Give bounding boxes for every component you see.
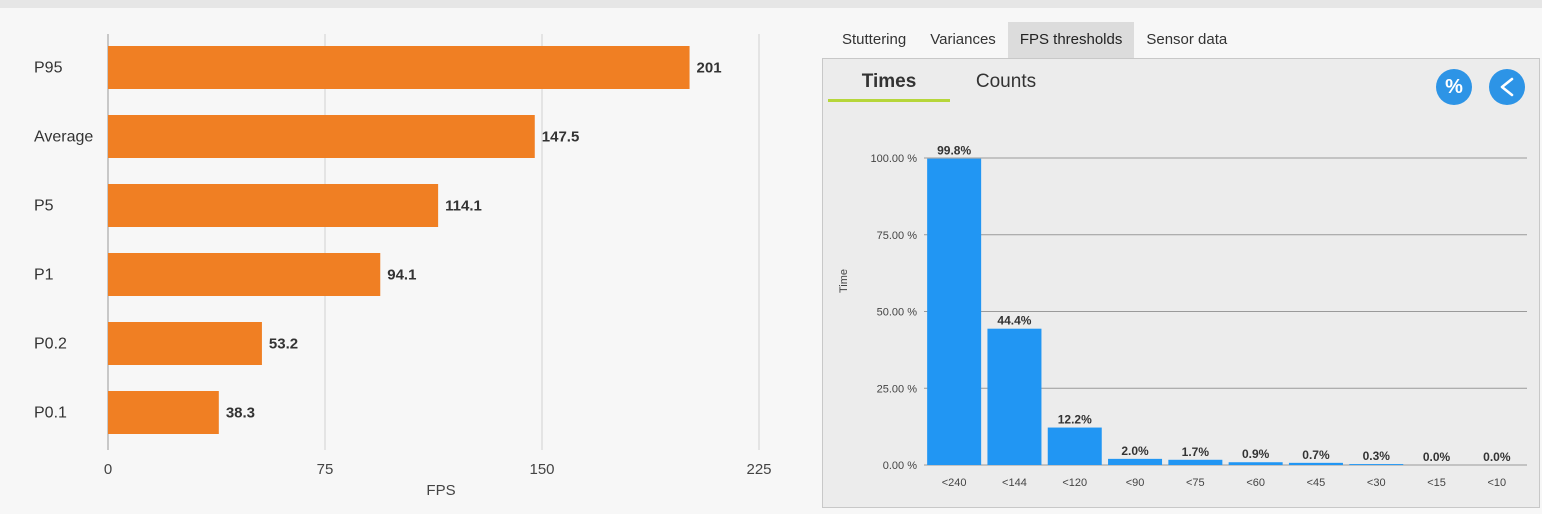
x-tick-label: <15 <box>1427 477 1446 489</box>
analysis-tabs: Stuttering Variances FPS thresholds Sens… <box>830 22 1239 58</box>
bar-value-label: 53.2 <box>269 336 298 353</box>
y-axis-label: Time <box>838 269 850 293</box>
category-label: P1 <box>34 267 54 284</box>
y-tick-label: 25.00 % <box>877 383 918 395</box>
x-tick-label: <75 <box>1186 477 1205 489</box>
bar-value-label: 12.2% <box>1058 413 1092 427</box>
category-label: P5 <box>34 198 54 215</box>
x-tick-label: <90 <box>1126 477 1145 489</box>
bar <box>987 328 1042 465</box>
bar-value-label: 0.3% <box>1363 449 1391 463</box>
y-tick-label: 50.00 % <box>877 307 918 319</box>
bar-value-label: 0.0% <box>1483 450 1511 464</box>
bar-value-label: 99.8% <box>937 144 971 158</box>
back-button[interactable] <box>1489 69 1525 105</box>
x-tick-label: 0 <box>104 461 112 478</box>
fps-percentile-chart: 0 75 150 225 FPS P95 201 Average 147.5 P5 114.1 P1 9… <box>34 34 772 499</box>
tab-stuttering[interactable]: Stuttering <box>842 31 907 48</box>
category-label: P95 <box>34 60 63 77</box>
bar <box>1047 427 1102 465</box>
chevron-left-icon <box>1500 77 1514 97</box>
category-label: Average <box>34 129 93 146</box>
bar <box>108 46 690 89</box>
bar-value-label: 2.0% <box>1121 444 1149 458</box>
bar-value-label: 114.1 <box>445 198 482 215</box>
fps-thresholds-panel: Times Counts % 0.00 % 25.00 % 50.00 % 75.00… <box>822 58 1540 508</box>
bar <box>108 115 535 158</box>
x-tick-label: <60 <box>1246 477 1265 489</box>
bar-value-label: 147.5 <box>542 129 580 146</box>
y-tick-label: 75.00 % <box>877 230 918 242</box>
bar-value-label: 1.7% <box>1182 445 1210 459</box>
subtab-counts[interactable]: Counts <box>975 71 1037 92</box>
bar-value-label: 0.7% <box>1302 448 1330 462</box>
percent-toggle-button[interactable]: % <box>1436 69 1472 105</box>
y-tick-label: 0.00 % <box>883 460 917 472</box>
category-label: P0.1 <box>34 405 67 422</box>
x-tick-label: 225 <box>746 461 771 478</box>
bar-value-label: 201 <box>697 60 722 77</box>
x-tick-label: <120 <box>1062 477 1087 489</box>
bar-value-label: 0.9% <box>1242 447 1270 461</box>
bar <box>1228 462 1283 465</box>
bar <box>927 158 982 465</box>
bar-value-label: 0.0% <box>1423 450 1451 464</box>
bar <box>1288 462 1343 465</box>
tab-sensor-data[interactable]: Sensor data <box>1146 31 1228 48</box>
bar <box>1168 459 1223 465</box>
x-tick-label: 75 <box>317 461 334 478</box>
x-tick-label: 150 <box>529 461 554 478</box>
x-axis-label: FPS <box>426 482 455 499</box>
bar <box>1108 458 1163 465</box>
bar <box>108 391 219 434</box>
subtab-times[interactable]: Times <box>828 71 950 102</box>
x-tick-label: <144 <box>1002 477 1027 489</box>
tab-variances[interactable]: Variances <box>930 31 996 48</box>
bar-value-label: 44.4% <box>997 314 1031 328</box>
bar <box>1349 464 1404 465</box>
y-tick-label: 100.00 % <box>871 153 918 165</box>
tab-fps-thresholds[interactable]: FPS thresholds <box>1007 22 1135 58</box>
bar <box>108 322 262 365</box>
x-tick-label: <10 <box>1488 477 1507 489</box>
category-label: P0.2 <box>34 336 67 353</box>
x-tick-label: <240 <box>942 477 967 489</box>
x-tick-label: <30 <box>1367 477 1386 489</box>
top-border <box>0 0 1542 8</box>
bar <box>108 253 381 296</box>
fps-thresholds-chart: 0.00 % 25.00 % 50.00 % 75.00 % 100.00 % Time 9… <box>838 144 1527 489</box>
bar <box>108 184 439 227</box>
bar-value-label: 38.3 <box>226 405 255 422</box>
bar-value-label: 94.1 <box>387 267 416 284</box>
x-tick-label: <45 <box>1307 477 1326 489</box>
